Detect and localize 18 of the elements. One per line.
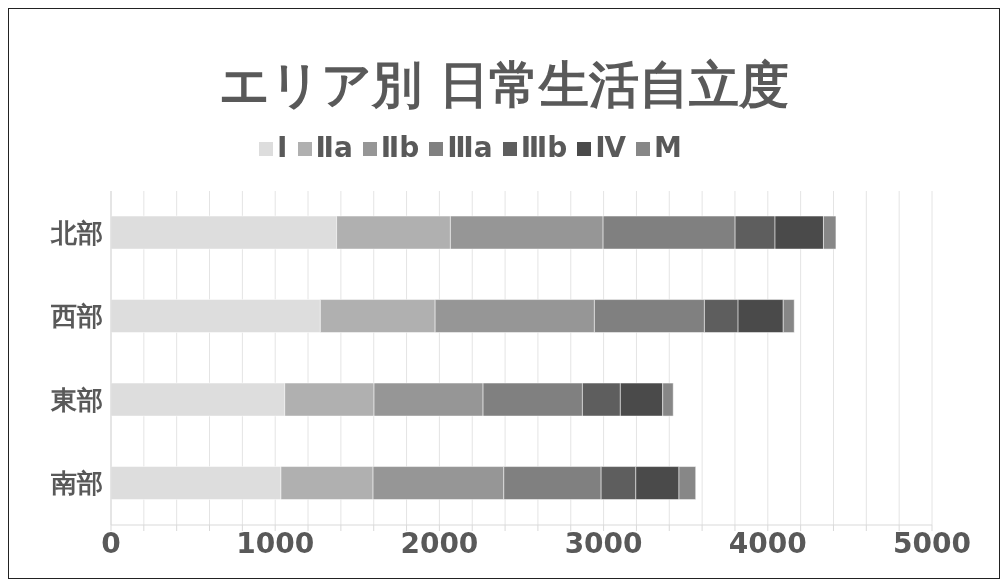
x-tick-label: 4000 [728, 526, 807, 560]
x-tick-label: 3000 [564, 526, 643, 560]
legend-label: Ⅲa [447, 131, 493, 164]
x-tick-label: 5000 [893, 526, 971, 560]
x-tick-label: 2000 [400, 526, 479, 560]
y-tick-label: 北部 [50, 217, 103, 248]
chart-title: エリア別 日常生活自立度 [217, 55, 791, 116]
x-tick-label: 1000 [236, 526, 315, 560]
legend-label: M [654, 131, 682, 164]
legend-label: Ⅲb [520, 131, 568, 164]
legend-label: Ⅰ [277, 131, 288, 164]
x-tick-label: 0 [101, 526, 121, 560]
y-tick-label: 東部 [50, 384, 103, 415]
y-tick-label: 南部 [50, 468, 103, 499]
legend-label: Ⅳ [595, 131, 627, 164]
y-tick-label: 西部 [50, 301, 103, 332]
legend-label: Ⅱa [315, 131, 353, 164]
legend-label: Ⅱb [380, 131, 420, 164]
